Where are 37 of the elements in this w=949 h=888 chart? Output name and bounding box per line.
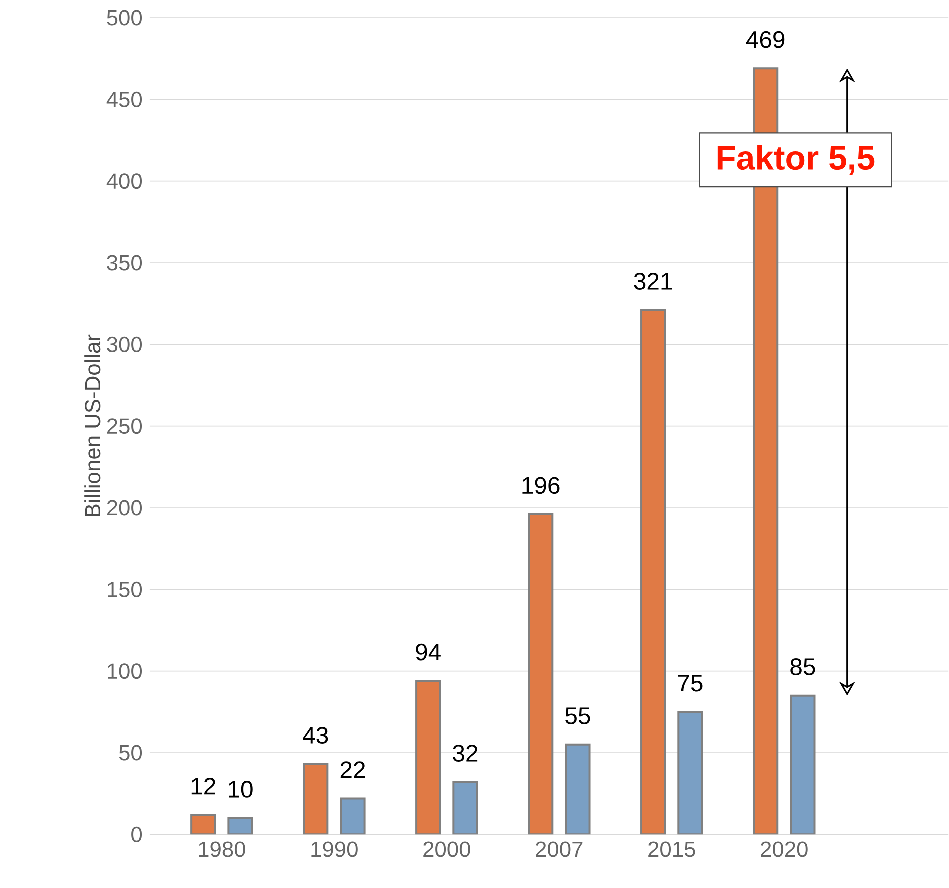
data-label: 22 [340, 762, 366, 779]
x-tick-label: 2015 [648, 842, 696, 858]
y-tick-label: 150 [108, 582, 142, 598]
data-label: 94 [416, 644, 441, 661]
y-tick-label: 500 [107, 10, 142, 26]
x-tick-label: 1990 [312, 842, 358, 858]
y-tick-label: 350 [107, 255, 142, 271]
data-label: 196 [522, 477, 560, 494]
x-tick-label: 1980 [199, 842, 246, 858]
x-tick-label: 2000 [424, 842, 470, 858]
bar [565, 744, 591, 835]
data-label: 32 [453, 745, 478, 762]
y-tick-label: 400 [106, 174, 142, 190]
bar [790, 695, 816, 835]
data-label: 10 [229, 781, 253, 798]
bar [640, 310, 666, 835]
y-axis-title: Billionen US-Dollar [84, 334, 101, 517]
data-label: 321 [634, 273, 672, 290]
bar [678, 711, 704, 835]
y-tick-label: 300 [107, 337, 142, 353]
data-label: 85 [790, 658, 816, 676]
annotation: Faktor 5,5 [718, 145, 875, 176]
y-tick-label: 450 [106, 92, 142, 108]
x-tick-label: 2007 [536, 842, 583, 858]
bar [416, 680, 442, 835]
data-label: 469 [746, 31, 785, 48]
y-tick-label: 100 [108, 664, 142, 680]
y-tick-label: 0 [132, 827, 142, 843]
y-tick-label: 50 [119, 745, 142, 761]
data-label: 55 [566, 708, 590, 725]
y-tick-label: 250 [107, 418, 142, 434]
bar [528, 514, 554, 835]
y-tick-label: 200 [107, 500, 142, 516]
data-label: 43 [303, 727, 328, 744]
x-tick-label: 2020 [761, 842, 808, 858]
data-label: 75 [678, 675, 703, 692]
data-label: 12 [192, 778, 216, 795]
